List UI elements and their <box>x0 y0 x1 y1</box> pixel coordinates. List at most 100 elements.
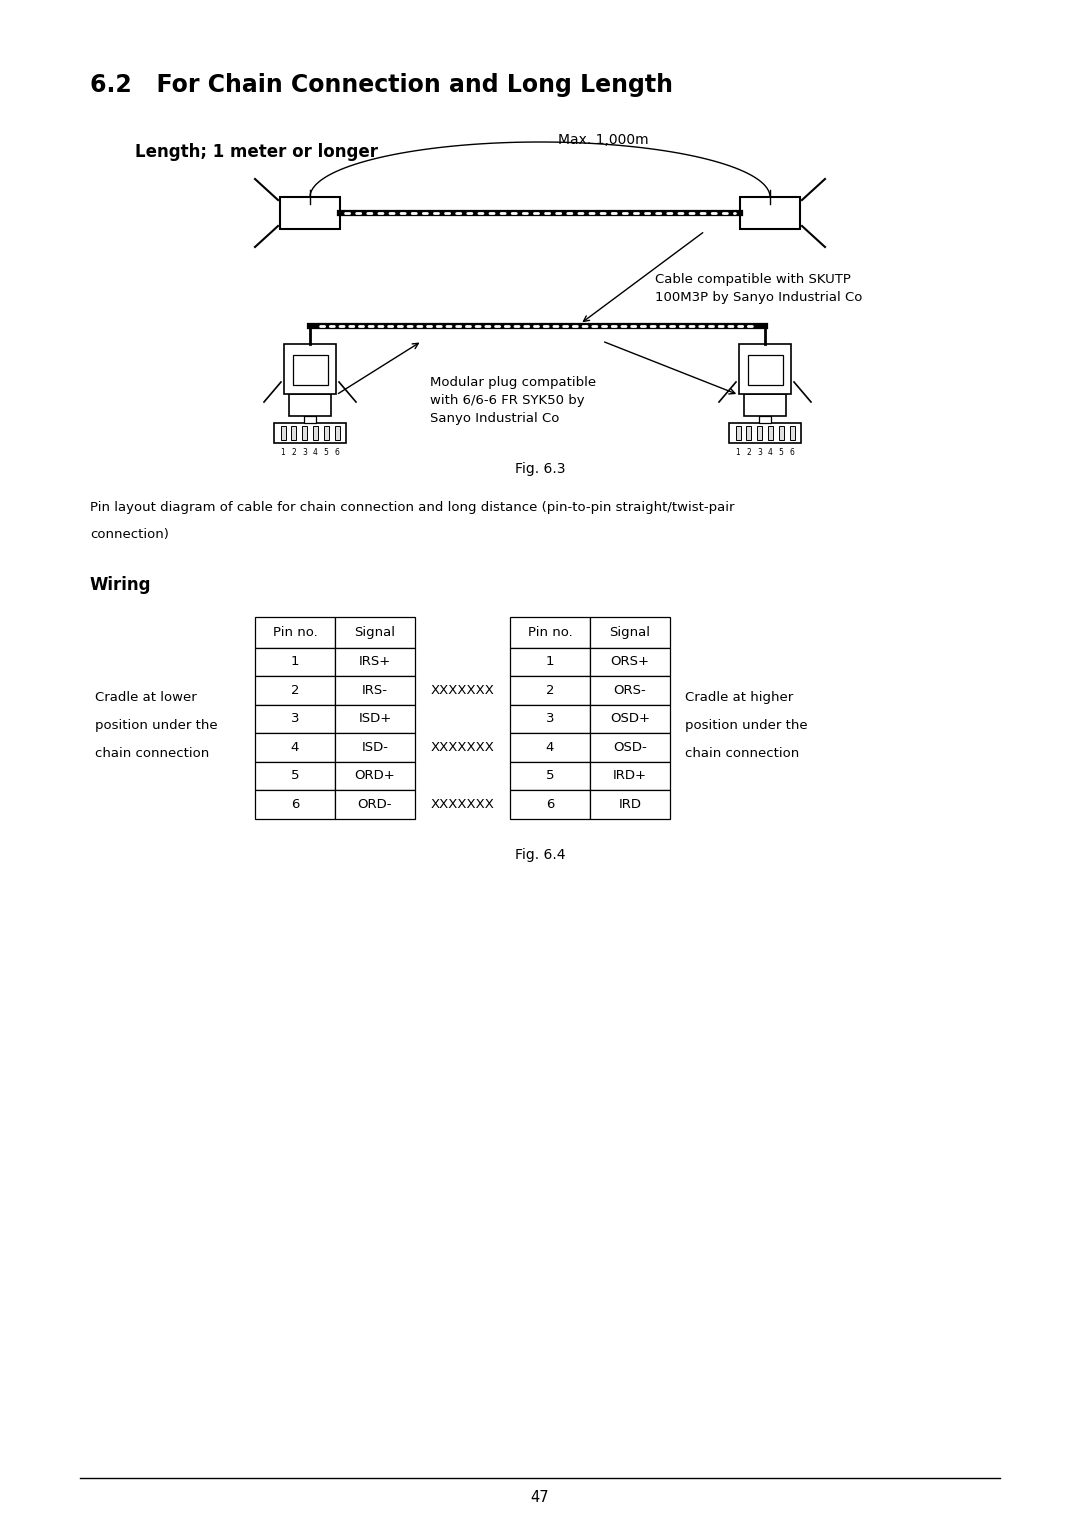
Text: ISD-: ISD- <box>362 741 389 753</box>
Bar <box>729 423 801 443</box>
Text: Pin no.: Pin no. <box>272 626 318 639</box>
Text: position under the: position under the <box>685 718 808 732</box>
Text: 4: 4 <box>545 741 554 753</box>
Text: connection): connection) <box>90 529 168 541</box>
Text: 2: 2 <box>545 683 554 697</box>
Text: 6.2   For Chain Connection and Long Length: 6.2 For Chain Connection and Long Length <box>90 73 673 96</box>
Bar <box>255 675 335 704</box>
Bar <box>302 426 307 440</box>
Bar <box>739 344 791 394</box>
Bar <box>735 426 741 440</box>
Text: 6: 6 <box>545 798 554 811</box>
Bar <box>590 704 670 733</box>
Text: chain connection: chain connection <box>95 747 210 759</box>
Text: ORD+: ORD+ <box>354 769 395 782</box>
Text: 6: 6 <box>789 448 795 457</box>
Bar <box>510 704 590 733</box>
Bar <box>335 761 415 790</box>
Text: Fig. 6.4: Fig. 6.4 <box>515 848 565 862</box>
Bar <box>510 733 590 761</box>
Bar <box>289 394 330 416</box>
Text: ORD-: ORD- <box>357 798 392 811</box>
Text: 1: 1 <box>281 448 285 457</box>
Text: IRD: IRD <box>619 798 642 811</box>
Bar <box>255 761 335 790</box>
Bar <box>280 197 340 229</box>
Bar <box>747 354 783 385</box>
Text: XXXXXXX: XXXXXXX <box>431 683 495 697</box>
Text: Cable compatible with SKUTP
100M3P by Sanyo Industrial Co: Cable compatible with SKUTP 100M3P by Sa… <box>654 274 862 304</box>
Bar <box>590 733 670 761</box>
Text: 3: 3 <box>291 712 299 726</box>
Text: Signal: Signal <box>354 626 395 639</box>
Text: ORS-: ORS- <box>613 683 646 697</box>
Text: Signal: Signal <box>609 626 650 639</box>
Text: Cradle at lower: Cradle at lower <box>95 691 197 704</box>
Text: 6: 6 <box>291 798 299 811</box>
Text: 4: 4 <box>768 448 773 457</box>
Bar <box>768 426 773 440</box>
Text: 3: 3 <box>545 712 554 726</box>
Bar <box>510 648 590 675</box>
Text: Pin no.: Pin no. <box>528 626 572 639</box>
Text: ISD+: ISD+ <box>359 712 392 726</box>
Text: 4: 4 <box>291 741 299 753</box>
Text: Wiring: Wiring <box>90 576 151 593</box>
Bar <box>510 790 590 819</box>
Text: IRD+: IRD+ <box>613 769 647 782</box>
Bar <box>746 426 752 440</box>
Bar <box>740 197 800 229</box>
Text: Fig. 6.3: Fig. 6.3 <box>515 463 565 477</box>
Bar <box>789 426 795 440</box>
Text: Cradle at higher: Cradle at higher <box>685 691 793 704</box>
Bar <box>255 704 335 733</box>
Text: 3: 3 <box>302 448 307 457</box>
Text: XXXXXXX: XXXXXXX <box>431 741 495 753</box>
Bar <box>779 426 784 440</box>
Text: 2: 2 <box>746 448 752 457</box>
Bar <box>590 675 670 704</box>
Bar <box>255 733 335 761</box>
Text: Length; 1 meter or longer: Length; 1 meter or longer <box>135 144 378 160</box>
Text: OSD+: OSD+ <box>610 712 650 726</box>
Bar <box>335 675 415 704</box>
Bar <box>303 416 316 423</box>
Text: 1: 1 <box>291 656 299 668</box>
Text: XXXXXXX: XXXXXXX <box>431 798 495 811</box>
Text: Max. 1,000m: Max. 1,000m <box>558 133 649 147</box>
Bar <box>293 354 327 385</box>
Bar <box>292 426 296 440</box>
Bar <box>335 426 339 440</box>
Bar <box>284 344 336 394</box>
Bar <box>281 426 285 440</box>
Bar <box>274 423 346 443</box>
Text: 1: 1 <box>735 448 741 457</box>
Text: 4: 4 <box>313 448 318 457</box>
Bar <box>510 761 590 790</box>
Text: IRS-: IRS- <box>362 683 388 697</box>
Bar <box>335 617 415 648</box>
Text: 47: 47 <box>530 1490 550 1505</box>
Text: 3: 3 <box>757 448 762 457</box>
Text: OSD-: OSD- <box>613 741 647 753</box>
Text: IRS+: IRS+ <box>359 656 391 668</box>
Bar <box>335 704 415 733</box>
Bar <box>590 648 670 675</box>
Text: ORS+: ORS+ <box>610 656 649 668</box>
Text: 5: 5 <box>291 769 299 782</box>
Bar <box>335 790 415 819</box>
Bar <box>313 426 318 440</box>
Text: 5: 5 <box>545 769 554 782</box>
Bar <box>255 648 335 675</box>
Bar <box>757 426 762 440</box>
Bar <box>510 675 590 704</box>
Text: Modular plug compatible
with 6/6-6 FR SYK50 by
Sanyo Industrial Co: Modular plug compatible with 6/6-6 FR SY… <box>430 376 596 425</box>
Bar <box>590 790 670 819</box>
Text: 5: 5 <box>779 448 784 457</box>
Bar <box>590 761 670 790</box>
Text: 6: 6 <box>335 448 339 457</box>
Bar <box>255 617 335 648</box>
Text: 2: 2 <box>291 683 299 697</box>
Bar <box>255 790 335 819</box>
Text: 2: 2 <box>292 448 296 457</box>
